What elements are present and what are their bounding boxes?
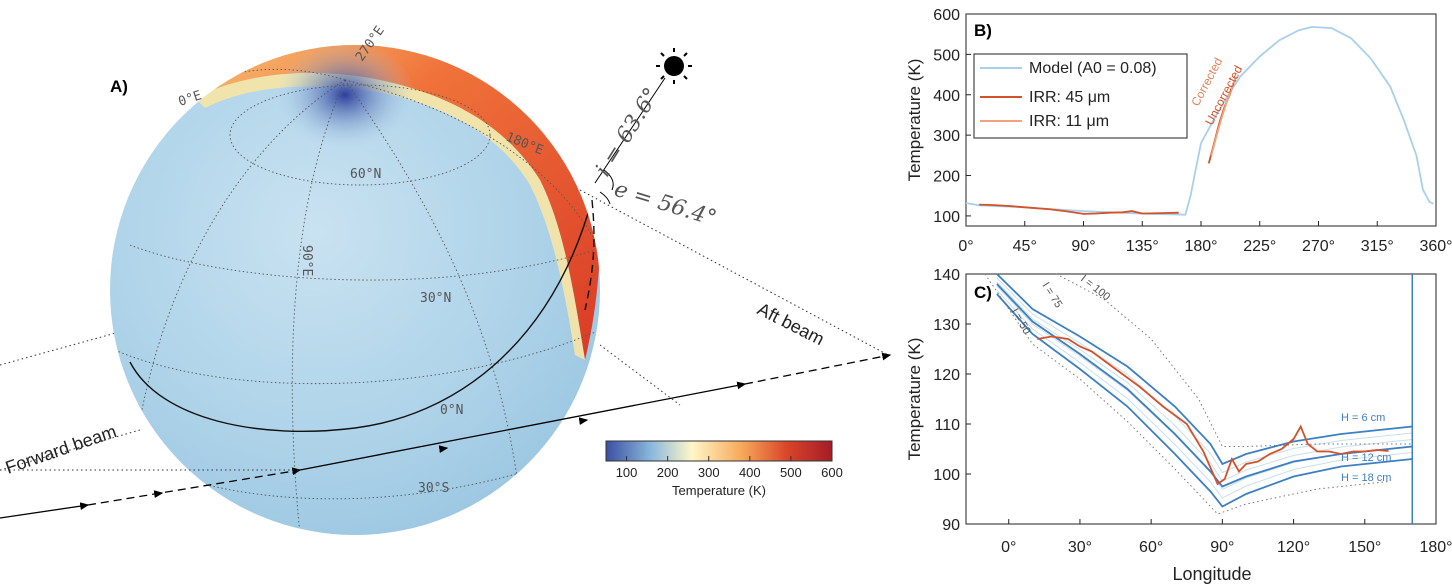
colorbar-tick-label: 500 — [780, 465, 802, 480]
annotation-h12: H = 12 cm — [1341, 452, 1391, 464]
panel-c-xlabel: Longitude — [1172, 564, 1251, 584]
series-line-0 — [996, 273, 1413, 466]
colorbar: 100 200 300 400 500 600 Temperature (K) — [605, 440, 843, 498]
parallel-label-30n: 30°N — [420, 291, 451, 306]
x-tick-label: 45° — [1013, 238, 1037, 255]
parallel-label-0n: 0°N — [440, 403, 463, 418]
colorbar-tick-label: 600 — [821, 465, 843, 480]
x-tick-label: 180° — [1419, 539, 1452, 556]
x-tick-label: 150° — [1348, 539, 1381, 556]
x-tick-label: 0° — [1001, 539, 1016, 556]
beam-guides — [0, 189, 889, 471]
x-tick-label: 90° — [1071, 238, 1095, 255]
x-tick-label: 270° — [1302, 238, 1335, 255]
globe — [110, 45, 600, 535]
y-tick-label: 100 — [933, 467, 960, 484]
x-tick-label: 30° — [1068, 539, 1092, 556]
series-line-1 — [979, 203, 1179, 215]
legend-entry-11: IRR: 11 μm — [1029, 113, 1109, 130]
x-tick-label: 360° — [1419, 238, 1452, 255]
colorbar-tick-label: 200 — [657, 465, 679, 480]
colorbar-tick-label: 100 — [616, 465, 638, 480]
panel-a-label: A) — [110, 77, 128, 96]
annotation-h6: H = 6 cm — [1341, 412, 1385, 424]
sun-icon — [656, 48, 692, 84]
y-tick-label: 500 — [933, 47, 960, 64]
model-line-faint — [996, 289, 1413, 499]
parallel-label-60n: 60°N — [350, 167, 381, 182]
sun-vector — [594, 77, 666, 184]
series-line-3 — [1210, 76, 1238, 156]
colorbar-tick-label: 400 — [739, 465, 761, 480]
x-tick-label: 0° — [958, 238, 973, 255]
panel-b-label: B) — [974, 21, 992, 40]
x-tick-label: 315° — [1361, 238, 1394, 255]
x-tick-label: 60° — [1139, 539, 1163, 556]
panel-c: 0° 30° 60° 90° 120° 150° 180° 90 100 110 120 130 140… — [905, 267, 1452, 584]
y-tick-label: 100 — [933, 209, 960, 226]
panel-a: A) — [0, 24, 892, 535]
panel-b-ylabel: Temperature (K) — [905, 59, 924, 182]
colorbar-tick-label: 300 — [698, 465, 720, 480]
x-tick-label: 135° — [1126, 238, 1159, 255]
y-tick-label: 110 — [934, 417, 960, 434]
model-line-faint — [996, 281, 1413, 482]
model-line-faint — [996, 277, 1413, 474]
incidence-angle-label: i = 63.6° — [591, 84, 665, 182]
y-tick-label: 600 — [933, 7, 960, 24]
y-tick-label: 300 — [933, 128, 960, 145]
aft-beam-label: Aft beam — [754, 299, 827, 350]
panel-b-legend: Model (A0 = 0.08) IRR: 45 μm IRR: 11 μm — [973, 53, 1188, 139]
legend-entry-model: Model (A0 = 0.08) — [1029, 60, 1157, 77]
series-line-5 — [1037, 335, 1389, 486]
annotation-h18: H = 18 cm — [1341, 472, 1391, 484]
y-tick-label: 90 — [942, 517, 960, 534]
y-tick-label: 400 — [933, 88, 960, 105]
meridian-label-90: 90°E — [299, 245, 314, 276]
y-tick-label: 200 — [933, 169, 960, 186]
forward-beam-label: Forward beam — [3, 421, 119, 478]
x-tick-label: 180° — [1184, 238, 1217, 255]
meridian-label-0: 0°E — [177, 88, 204, 110]
y-tick-label: 120 — [933, 367, 960, 384]
y-tick-label: 130 — [933, 317, 960, 334]
panel-c-ylabel: Temperature (K) — [905, 338, 924, 461]
series-line-4 — [984, 273, 1389, 515]
panel-b: 0° 45° 90° 135° 180° 225° 270° 315° 360° 100 200 30… — [905, 7, 1452, 255]
series-line-3 — [1055, 273, 1413, 447]
y-tick-label: 140 — [933, 267, 960, 284]
series-line-2 — [996, 293, 1413, 508]
x-tick-label: 120° — [1277, 539, 1310, 556]
emission-angle-label: e = 56.4° — [611, 177, 719, 232]
parallel-label-30s: 30°S — [418, 481, 449, 496]
x-tick-label: 225° — [1243, 238, 1276, 255]
panel-c-label: C) — [974, 283, 992, 302]
colorbar-title: Temperature (K) — [672, 483, 766, 498]
legend-entry-45: IRR: 45 μm — [1029, 89, 1110, 106]
x-tick-label: 90° — [1210, 539, 1234, 556]
dayside-region — [175, 45, 600, 360]
spacecraft-track — [0, 352, 892, 519]
